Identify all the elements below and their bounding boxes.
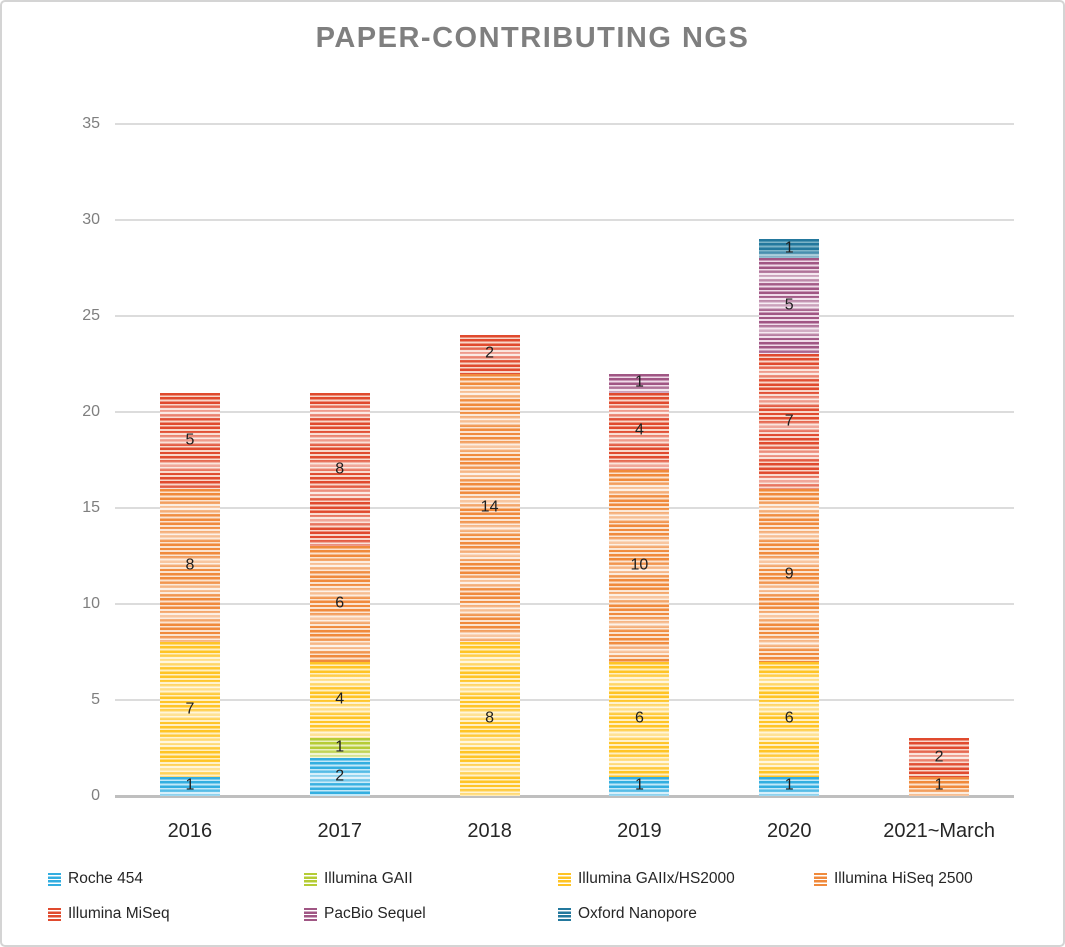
bar-segment-roche-454: 1 bbox=[759, 776, 820, 796]
legend-item-pacbio-sequel: PacBio Sequel bbox=[304, 905, 426, 922]
legend-item-illumina-gaii: Illumina GAII bbox=[304, 870, 413, 887]
legend-marker-icon bbox=[48, 872, 61, 886]
legend-item-roche-454: Roche 454 bbox=[48, 870, 143, 887]
bar-segment-roche-454: 1 bbox=[159, 776, 220, 796]
x-axis-label: 2018 bbox=[467, 820, 512, 842]
bar-segment-illumina-hiseq-2500: 10 bbox=[609, 469, 670, 662]
segment-value-label: 2 bbox=[934, 748, 944, 766]
segment-value-label: 5 bbox=[185, 431, 195, 449]
bar-segment-illumina-hiseq-2500: 8 bbox=[159, 488, 220, 643]
bar-segment-illumina-gaiix-hs2000: 6 bbox=[759, 661, 820, 777]
segment-value-label: 8 bbox=[335, 460, 345, 478]
legend-label: Illumina HiSeq 2500 bbox=[834, 870, 973, 887]
bar-segment-roche-454: 1 bbox=[609, 776, 670, 796]
legend-label: PacBio Sequel bbox=[324, 905, 426, 922]
bar-segment-illumina-hiseq-2500: 1 bbox=[909, 776, 970, 796]
bar-segment-illumina-gaiix-hs2000: 6 bbox=[609, 661, 670, 777]
legend-marker-icon bbox=[558, 907, 571, 921]
legend-marker-icon bbox=[304, 907, 317, 921]
bar-segment-oxford-nanopore: 1 bbox=[759, 239, 820, 259]
bar-segment-illumina-hiseq-2500: 6 bbox=[309, 546, 370, 662]
legend-item-illumina-miseq: Illumina MiSeq bbox=[48, 905, 170, 922]
bar-segment-illumina-miseq: 2 bbox=[909, 738, 970, 777]
legend-label: Oxford Nanopore bbox=[578, 905, 697, 922]
bar-segment-roche-454: 2 bbox=[309, 757, 370, 796]
y-tick-label: 35 bbox=[82, 115, 100, 132]
bar-segment-pacbio-sequel: 1 bbox=[609, 373, 670, 393]
gridline bbox=[115, 219, 1014, 221]
gridline bbox=[115, 507, 1014, 509]
x-axis-label: 2016 bbox=[167, 820, 213, 842]
legend-label: Roche 454 bbox=[68, 870, 143, 887]
x-axis-label: 2017 bbox=[317, 820, 363, 842]
bar-segment-illumina-miseq: 2 bbox=[459, 335, 520, 374]
legend-item-oxford-nanopore: Oxford Nanopore bbox=[558, 905, 697, 922]
segment-value-label: 1 bbox=[784, 239, 794, 257]
legend-item-illumina-gaiix-hs2000: Illumina GAIIx/HS2000 bbox=[558, 870, 735, 887]
bar-segment-illumina-hiseq-2500: 9 bbox=[759, 488, 820, 662]
gridline bbox=[115, 699, 1014, 701]
segment-value-label: 2 bbox=[335, 767, 345, 785]
segment-value-label: 8 bbox=[185, 556, 195, 574]
bar-segment-pacbio-sequel: 5 bbox=[759, 258, 820, 355]
chart-title: PAPER-CONTRIBUTING NGS bbox=[315, 22, 750, 54]
legend-item-illumina-hiseq-2500: Illumina HiSeq 2500 bbox=[814, 870, 973, 887]
segment-value-label: 4 bbox=[335, 690, 345, 708]
legend-label: Illumina MiSeq bbox=[68, 905, 170, 922]
segment-value-label: 7 bbox=[185, 700, 195, 718]
bar-segment-illumina-miseq: 8 bbox=[309, 392, 370, 547]
x-axis-line bbox=[115, 795, 1014, 798]
segment-value-label: 2 bbox=[485, 345, 495, 363]
y-tick-label: 10 bbox=[82, 595, 100, 612]
gridline bbox=[115, 123, 1014, 125]
legend-label: Illumina GAIIx/HS2000 bbox=[578, 870, 735, 887]
bar-segment-illumina-miseq: 4 bbox=[609, 392, 670, 470]
y-tick-label: 20 bbox=[82, 403, 100, 420]
segment-value-label: 10 bbox=[630, 556, 649, 574]
segment-value-label: 6 bbox=[335, 594, 345, 612]
x-axis-label: 2019 bbox=[617, 820, 662, 842]
bar-segment-illumina-gaiix-hs2000: 4 bbox=[309, 661, 370, 739]
gridline bbox=[115, 603, 1014, 605]
segment-value-label: 5 bbox=[784, 297, 794, 315]
segment-value-label: 6 bbox=[634, 709, 644, 727]
segment-value-label: 1 bbox=[185, 777, 195, 795]
segment-value-label: 1 bbox=[335, 738, 345, 756]
bar-segment-illumina-hiseq-2500: 14 bbox=[459, 373, 520, 643]
bar-segment-illumina-gaii: 1 bbox=[309, 738, 370, 758]
segment-value-label: 8 bbox=[485, 709, 495, 727]
segment-value-label: 1 bbox=[934, 777, 944, 795]
bar-segment-illumina-gaiix-hs2000: 8 bbox=[459, 642, 520, 796]
segment-value-label: 1 bbox=[784, 777, 794, 795]
y-tick-label: 0 bbox=[91, 787, 100, 804]
legend-marker-icon bbox=[814, 872, 827, 886]
bar-segment-illumina-miseq: 7 bbox=[759, 354, 820, 489]
y-tick-label: 15 bbox=[82, 499, 100, 516]
segment-value-label: 1 bbox=[634, 373, 644, 391]
bar-segment-illumina-gaiix-hs2000: 7 bbox=[159, 642, 220, 777]
gridline bbox=[115, 411, 1014, 413]
legend-label: Illumina GAII bbox=[324, 870, 413, 887]
bar-segment-illumina-miseq: 5 bbox=[159, 392, 220, 489]
x-axis-label: 2021~March bbox=[883, 820, 995, 842]
x-axis-label: 2020 bbox=[767, 820, 812, 842]
legend-marker-icon bbox=[558, 872, 571, 886]
segment-value-label: 1 bbox=[634, 777, 644, 795]
y-tick-label: 25 bbox=[82, 307, 100, 324]
y-tick-label: 30 bbox=[82, 211, 100, 228]
legend-marker-icon bbox=[48, 907, 61, 921]
segment-value-label: 14 bbox=[480, 498, 499, 516]
segment-value-label: 9 bbox=[784, 565, 794, 583]
y-tick-label: 5 bbox=[91, 691, 100, 708]
segment-value-label: 6 bbox=[784, 709, 794, 727]
segment-value-label: 4 bbox=[634, 421, 644, 439]
gridline bbox=[115, 315, 1014, 317]
segment-value-label: 7 bbox=[784, 412, 794, 430]
legend-marker-icon bbox=[304, 872, 317, 886]
